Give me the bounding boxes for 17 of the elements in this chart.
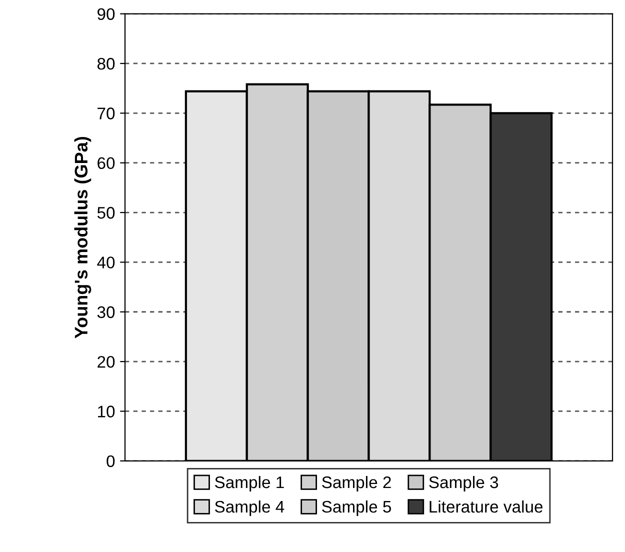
y-tick-label: 50	[97, 206, 115, 219]
y-tick-label: 10	[98, 406, 115, 418]
y-tick-label: 20	[98, 356, 115, 368]
legend-label: Sample 4	[214, 500, 284, 516]
legend-label: Literature value	[430, 500, 543, 513]
y-tick-label: 90	[98, 8, 115, 20]
y-axis-title: Young's modulus (GPa)	[74, 136, 92, 338]
y-tick-label: 0	[106, 455, 115, 468]
legend-label: Sample 1	[214, 476, 284, 492]
legend-label: Sample 3	[429, 476, 498, 492]
y-tick-label: 30	[97, 306, 115, 318]
y-tick-label: 60	[98, 157, 115, 170]
y-tick-label: 80	[97, 58, 115, 70]
y-tick-label: 40	[97, 256, 115, 268]
legend-label: Sample 2	[322, 476, 391, 492]
y-tick-label: 70	[98, 108, 115, 120]
legend-label: Sample 5	[322, 500, 392, 516]
